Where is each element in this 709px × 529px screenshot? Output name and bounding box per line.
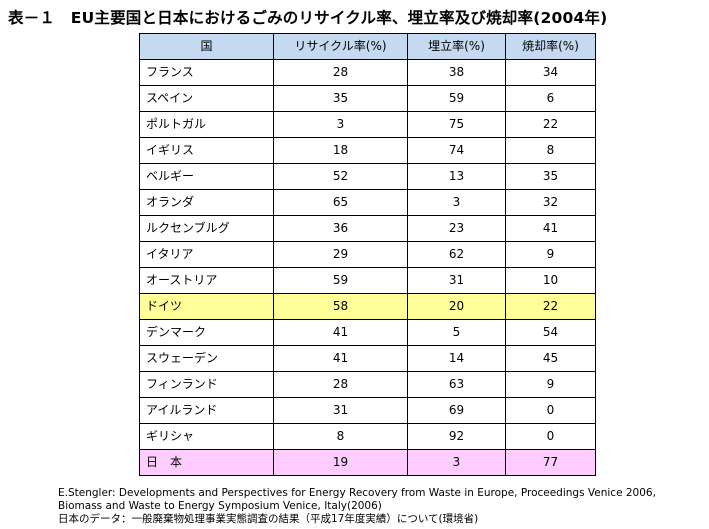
source-line: 日本のデータ：一般廃棄物処理事業実態調査の結果（平成17年度実績）について(環境… [58, 513, 479, 525]
recycling-rate-cell: 31 [273, 397, 408, 424]
table-row: オーストリア 59 31 10 [139, 267, 596, 294]
landfill-rate-cell: 13 [407, 163, 506, 190]
landfill-rate-cell: 3 [407, 449, 506, 476]
recycling-rate-cell: 41 [273, 345, 408, 372]
landfill-rate-cell: 59 [407, 85, 506, 112]
recycling-rate-cell: 29 [273, 241, 408, 268]
page-title: 表－１ EU主要国と日本におけるごみのリサイクル率、埋立率及び焼却率(2004年… [8, 9, 608, 27]
country-cell: スウェーデン [139, 345, 274, 372]
country-cell: ドイツ [139, 293, 274, 320]
landfill-rate-cell: 75 [407, 111, 506, 138]
landfill-rate-cell: 14 [407, 345, 506, 372]
recycling-rate-cell: 8 [273, 423, 408, 450]
landfill-rate-cell: 20 [407, 293, 506, 320]
country-cell: 日 本 [139, 449, 274, 476]
landfill-rate-cell: 92 [407, 423, 506, 450]
incineration-rate-cell: 35 [505, 163, 596, 190]
table-row: オランダ 65 3 32 [139, 189, 596, 216]
recycling-rate-cell: 3 [273, 111, 408, 138]
incineration-rate-cell: 8 [505, 137, 596, 164]
landfill-rate-cell: 62 [407, 241, 506, 268]
recycling-rate-cell: 18 [273, 137, 408, 164]
landfill-rate-cell: 74 [407, 137, 506, 164]
landfill-rate-cell: 3 [407, 189, 506, 216]
waste-rate-table: 国 リサイクル率(%) 埋立率(%) 焼却率(%) フランス 28 38 34 スペイン… [139, 33, 596, 476]
table-row: アイルランド 31 69 0 [139, 397, 596, 424]
table-row: スペイン 35 59 6 [139, 85, 596, 112]
incineration-rate-cell: 10 [505, 267, 596, 294]
table-row: デンマーク 41 5 54 [139, 319, 596, 346]
country-cell: フィンランド [139, 371, 274, 398]
incineration-rate-cell: 6 [505, 85, 596, 112]
recycling-rate-cell: 36 [273, 215, 408, 242]
incineration-rate-cell: 0 [505, 423, 596, 450]
incineration-rate-cell: 9 [505, 241, 596, 268]
country-cell: オーストリア [139, 267, 274, 294]
table-row: ルクセンブルグ 36 23 41 [139, 215, 596, 242]
source-note: E.Stengler: Developments and Perspective… [58, 487, 703, 526]
incineration-rate-cell: 0 [505, 397, 596, 424]
recycling-rate-cell: 28 [273, 59, 408, 86]
country-cell: ギリシャ [139, 423, 274, 450]
table-row: フランス 28 38 34 [139, 59, 596, 86]
incineration-rate-cell: 54 [505, 319, 596, 346]
table-row: スウェーデン 41 14 45 [139, 345, 596, 372]
incineration-rate-cell: 41 [505, 215, 596, 242]
landfill-rate-cell: 69 [407, 397, 506, 424]
table-row: イタリア 29 62 9 [139, 241, 596, 268]
incineration-rate-cell: 34 [505, 59, 596, 86]
recycling-rate-cell: 28 [273, 371, 408, 398]
table-row: ギリシャ 8 92 0 [139, 423, 596, 450]
recycling-rate-cell: 41 [273, 319, 408, 346]
header-incineration-rate: 焼却率(%) [505, 33, 596, 60]
landfill-rate-cell: 38 [407, 59, 506, 86]
recycling-rate-cell: 58 [273, 293, 408, 320]
incineration-rate-cell: 45 [505, 345, 596, 372]
landfill-rate-cell: 31 [407, 267, 506, 294]
recycling-rate-cell: 19 [273, 449, 408, 476]
country-cell: フランス [139, 59, 274, 86]
landfill-rate-cell: 23 [407, 215, 506, 242]
table-row: フィンランド 28 63 9 [139, 371, 596, 398]
incineration-rate-cell: 77 [505, 449, 596, 476]
header-recycling-rate: リサイクル率(%) [273, 33, 408, 60]
table-header-row: 国 リサイクル率(%) 埋立率(%) 焼却率(%) [139, 33, 596, 60]
table-row: イギリス 18 74 8 [139, 137, 596, 164]
country-cell: デンマーク [139, 319, 274, 346]
table-row: ベルギー 52 13 35 [139, 163, 596, 190]
landfill-rate-cell: 5 [407, 319, 506, 346]
country-cell: ポルトガル [139, 111, 274, 138]
country-cell: イタリア [139, 241, 274, 268]
recycling-rate-cell: 35 [273, 85, 408, 112]
table-row: ドイツ 58 20 22 [139, 293, 596, 320]
country-cell: アイルランド [139, 397, 274, 424]
incineration-rate-cell: 22 [505, 111, 596, 138]
country-cell: イギリス [139, 137, 274, 164]
recycling-rate-cell: 65 [273, 189, 408, 216]
source-line: Biomass and Waste to Energy Symposium Ve… [58, 500, 382, 512]
header-landfill-rate: 埋立率(%) [407, 33, 506, 60]
table-row: 日 本 19 3 77 [139, 449, 596, 476]
header-country: 国 [139, 33, 274, 60]
country-cell: ルクセンブルグ [139, 215, 274, 242]
source-line: E.Stengler: Developments and Perspective… [58, 487, 656, 499]
recycling-rate-cell: 52 [273, 163, 408, 190]
table-row: ポルトガル 3 75 22 [139, 111, 596, 138]
incineration-rate-cell: 9 [505, 371, 596, 398]
country-cell: オランダ [139, 189, 274, 216]
country-cell: ベルギー [139, 163, 274, 190]
incineration-rate-cell: 22 [505, 293, 596, 320]
incineration-rate-cell: 32 [505, 189, 596, 216]
country-cell: スペイン [139, 85, 274, 112]
recycling-rate-cell: 59 [273, 267, 408, 294]
table-body: フランス 28 38 34 スペイン 35 59 6 ポルトガル 3 75 22 イギリス 18 74 8 ベル… [139, 59, 596, 476]
landfill-rate-cell: 63 [407, 371, 506, 398]
